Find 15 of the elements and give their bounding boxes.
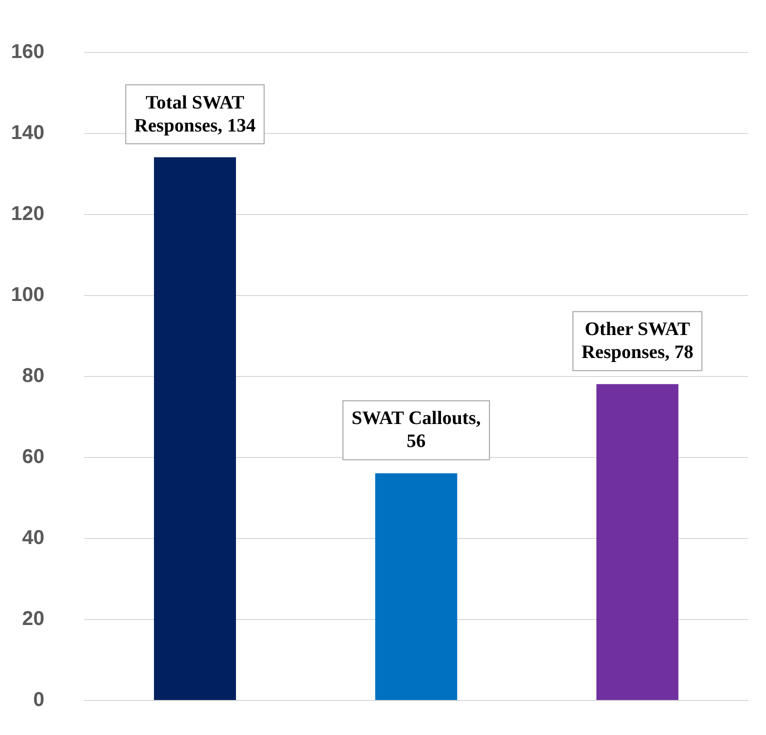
data-label: SWAT Callouts, 56 <box>352 408 482 452</box>
y-tick-label: 60 <box>22 446 44 468</box>
bar <box>596 384 678 700</box>
y-tick-label: 160 <box>10 41 44 63</box>
y-tick-label: 80 <box>22 365 44 387</box>
y-tick-label: 20 <box>22 608 44 630</box>
y-tick-label: 140 <box>10 122 44 144</box>
y-tick-label: 100 <box>10 284 44 306</box>
bar <box>375 473 458 700</box>
y-tick-label: 0 <box>33 689 44 711</box>
data-label: Total SWAT Responses, 134 <box>134 92 256 136</box>
y-tick-label: 40 <box>22 527 44 549</box>
y-tick-label: 120 <box>10 203 44 225</box>
bar <box>154 157 236 700</box>
data-label: Other SWAT Responses, 78 <box>581 319 694 364</box>
